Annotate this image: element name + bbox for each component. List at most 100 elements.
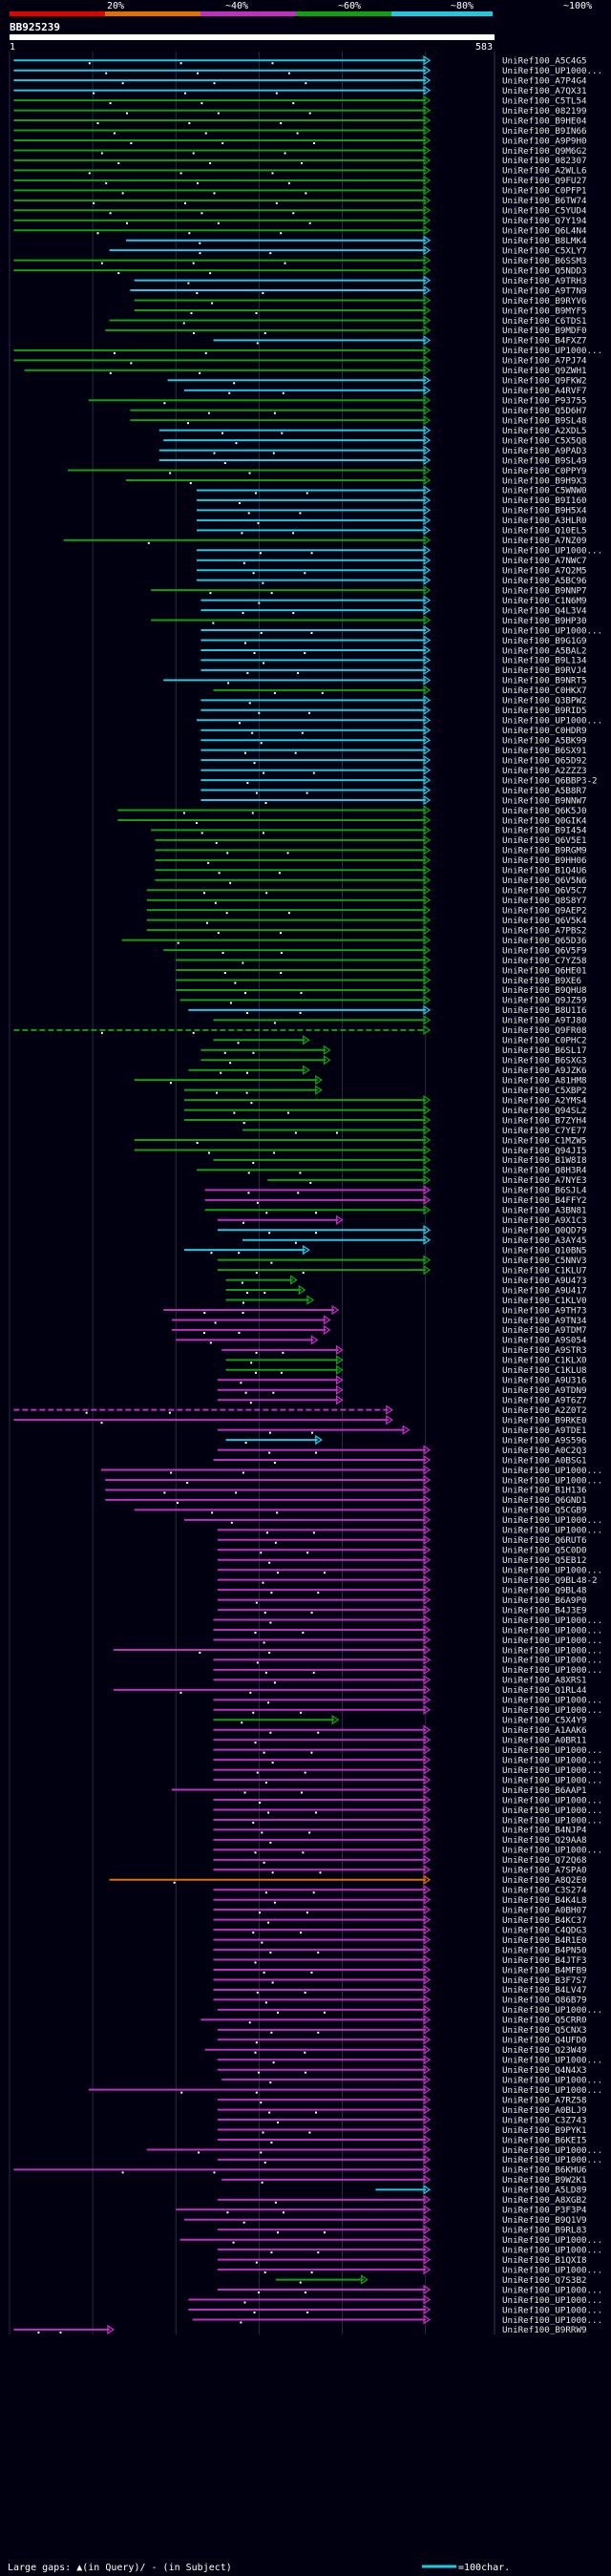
hit-label[interactable]: UniRef100_Q86B79 <box>502 1995 587 2006</box>
hit-label[interactable]: UniRef100_UP1000... <box>502 1475 602 1486</box>
hit-row[interactable]: UniRef100_A2XDL5 <box>158 425 587 436</box>
hit-row[interactable]: UniRef100_Q7Y194 <box>13 215 587 226</box>
hit-row[interactable]: UniRef100_A7NWC7 <box>197 555 587 566</box>
hit-row[interactable]: UniRef100_B1QXI8 <box>217 2254 587 2266</box>
hit-label[interactable]: UniRef100_C3Z743 <box>502 2115 587 2125</box>
hit-row[interactable]: UniRef100_UP1000... <box>197 715 602 727</box>
hit-row[interactable]: UniRef100_Q65D92 <box>200 754 587 766</box>
hit-row[interactable]: UniRef100_C0HKX7 <box>213 685 587 696</box>
hit-row[interactable]: UniRef100_B4JTF3 <box>213 1954 587 1966</box>
hit-label[interactable]: UniRef100_A0BH07 <box>502 1905 587 1915</box>
hit-row[interactable]: UniRef100_C5NNV3 <box>217 1255 587 1266</box>
hit-label[interactable]: UniRef100_A2YMS4 <box>502 1095 587 1106</box>
hit-label[interactable]: UniRef100_B9G1G9 <box>502 636 587 646</box>
hit-row[interactable]: UniRef100_UP1000... <box>213 1664 602 1676</box>
hit-row[interactable]: UniRef100_A2Z0T2 <box>13 1404 587 1416</box>
hit-row[interactable]: UniRef100_Q9AEP2 <box>146 904 587 916</box>
hit-row[interactable]: UniRef100_B9RGM9 <box>155 845 587 856</box>
hit-row[interactable]: UniRef100_B9G1G9 <box>200 635 587 646</box>
hit-label[interactable]: UniRef100_C1KLU7 <box>502 1265 587 1276</box>
hit-row[interactable]: UniRef100_P93755 <box>88 395 587 407</box>
hit-label[interactable]: UniRef100_A81HM8 <box>502 1075 587 1086</box>
hit-row[interactable]: UniRef100_B9L134 <box>200 655 587 666</box>
hit-row[interactable]: UniRef100_B9HP30 <box>151 615 587 626</box>
hit-row[interactable]: UniRef100_UP1000... <box>213 1704 602 1716</box>
hit-label[interactable]: UniRef100_UP1000... <box>502 1566 602 1576</box>
hit-label[interactable]: UniRef100_UP1000... <box>502 2085 602 2096</box>
hit-label[interactable]: UniRef100_A7NWC7 <box>502 556 587 566</box>
hit-label[interactable]: UniRef100_C5XBP2 <box>502 1086 587 1096</box>
hit-row[interactable]: UniRef100_A5BAL2 <box>200 644 587 656</box>
hit-label[interactable]: UniRef100_C1KLX0 <box>502 1356 587 1366</box>
hit-label[interactable]: UniRef100_A7P4G4 <box>502 75 587 86</box>
hit-label[interactable]: UniRef100_A9X1C3 <box>502 1215 587 1226</box>
hit-label[interactable]: UniRef100_UP1000... <box>502 2155 602 2165</box>
hit-label[interactable]: UniRef100_Q23W49 <box>502 2045 587 2056</box>
hit-label[interactable]: UniRef100_A2XDL5 <box>502 426 587 436</box>
hit-row[interactable]: UniRef100_B1H136 <box>105 1485 587 1496</box>
hit-row[interactable]: UniRef100_A9STR3 <box>221 1344 587 1356</box>
hit-row[interactable]: UniRef100_B6AAP1 <box>171 1784 587 1796</box>
hit-label[interactable]: UniRef100_A7SPA0 <box>502 1866 587 1876</box>
hit-row[interactable]: UniRef100_B7ZYH4 <box>183 1114 587 1126</box>
hit-label[interactable]: UniRef100_A7PJ74 <box>502 356 587 367</box>
hit-row[interactable]: UniRef100_A9TN34 <box>171 1315 587 1326</box>
hit-row[interactable]: UniRef100_A81HM8 <box>134 1074 587 1086</box>
hit-label[interactable]: UniRef100_UP1000... <box>502 1705 602 1716</box>
hit-row[interactable]: UniRef100_B9H5X4 <box>197 505 587 517</box>
hit-label[interactable]: UniRef100_B9HE04 <box>502 116 587 126</box>
hit-label[interactable]: UniRef100_Q29AA8 <box>502 1835 587 1846</box>
hit-row[interactable]: UniRef100_A2YMS4 <box>183 1094 587 1106</box>
hit-row[interactable]: UniRef100_A9U417 <box>225 1284 587 1296</box>
hit-row[interactable]: UniRef100_B9MDF0 <box>105 325 587 336</box>
hit-label[interactable]: UniRef100_A8XGB2 <box>502 2195 587 2206</box>
hit-label[interactable]: UniRef100_B9NRT5 <box>502 676 587 686</box>
hit-row[interactable]: UniRef100_B1W8I8 <box>213 1154 587 1166</box>
hit-row[interactable]: UniRef100_Q0GIK4 <box>117 814 587 826</box>
hit-row[interactable]: UniRef100_Q72Q68 <box>213 1854 587 1866</box>
hit-row[interactable]: UniRef100_B6SXG3 <box>200 1055 587 1066</box>
hit-label[interactable]: UniRef100_C3S274 <box>502 1886 587 1896</box>
hit-row[interactable]: UniRef100_A3HLR0 <box>197 515 587 526</box>
hit-label[interactable]: UniRef100_B6SX91 <box>502 746 587 756</box>
hit-row[interactable]: UniRef100_B9H9X3 <box>125 475 587 486</box>
hit-row[interactable]: UniRef100_A0BLJ9 <box>217 2104 587 2116</box>
hit-label[interactable]: UniRef100_Q7Y194 <box>502 216 587 226</box>
hit-label[interactable]: UniRef100_Q10EL5 <box>502 526 587 537</box>
hit-label[interactable]: UniRef100_A9S054 <box>502 1336 587 1346</box>
hit-row[interactable]: UniRef100_UP1000... <box>213 1764 602 1776</box>
hit-label[interactable]: UniRef100_A5B8R7 <box>502 786 587 796</box>
hit-label[interactable]: UniRef100_A3BN81 <box>502 1206 587 1216</box>
hit-row[interactable]: UniRef100_B9XE6 <box>176 975 581 986</box>
hit-row[interactable]: UniRef100_Q8S8Y7 <box>146 895 587 906</box>
hit-label[interactable]: UniRef100_A5LD89 <box>502 2185 587 2196</box>
hit-label[interactable]: UniRef100_C0HDR9 <box>502 726 587 736</box>
hit-label[interactable]: UniRef100_B6SJL4 <box>502 1186 587 1196</box>
hit-label[interactable]: UniRef100_UP1000... <box>502 1466 602 1476</box>
hit-label[interactable]: UniRef100_A5C4G5 <box>502 56 587 67</box>
hit-row[interactable]: UniRef100_A9U473 <box>225 1275 587 1286</box>
hit-label[interactable]: UniRef100_B9QHU8 <box>502 985 587 996</box>
hit-label[interactable]: UniRef100_Q5CRR0 <box>502 2016 587 2026</box>
hit-label[interactable]: UniRef100_B9PYK1 <box>502 2125 587 2136</box>
hit-label[interactable]: UniRef100_A9PAD3 <box>502 446 587 456</box>
hit-label[interactable]: UniRef100_Q5EB12 <box>502 1555 587 1566</box>
hit-label[interactable]: UniRef100_A9TH73 <box>502 1305 587 1316</box>
hit-row[interactable]: UniRef100_B9NRT5 <box>163 675 587 686</box>
hit-label[interactable]: UniRef100_C5XLY7 <box>502 245 587 256</box>
hit-row[interactable]: UniRef100_C1KLU7 <box>217 1264 587 1276</box>
hit-row[interactable]: UniRef100_C6TDS1 <box>109 315 587 327</box>
hit-label[interactable]: UniRef100_B1Q4U6 <box>502 866 587 876</box>
hit-row[interactable]: UniRef100_A5BK99 <box>200 734 587 746</box>
hit-row[interactable]: UniRef100_B9SL48 <box>130 414 587 426</box>
hit-label[interactable]: UniRef100_B9NNW7 <box>502 795 587 806</box>
hit-label[interactable]: UniRef100_Q65D36 <box>502 936 587 946</box>
hit-row[interactable]: UniRef100_Q6V5N6 <box>155 875 587 886</box>
hit-row[interactable]: UniRef100_UP1000... <box>213 1774 602 1785</box>
hit-row[interactable]: UniRef100_UP1000... <box>217 2154 602 2165</box>
hit-row[interactable]: UniRef100_A9X1C3 <box>217 1214 587 1226</box>
hit-row[interactable]: UniRef100_A7NZ09 <box>63 535 587 546</box>
hit-label[interactable]: UniRef100_A9TN34 <box>502 1316 587 1326</box>
hit-label[interactable]: UniRef100_Q6L4N4 <box>502 226 587 237</box>
hit-label[interactable]: UniRef100_A2ZZZ3 <box>502 766 587 776</box>
